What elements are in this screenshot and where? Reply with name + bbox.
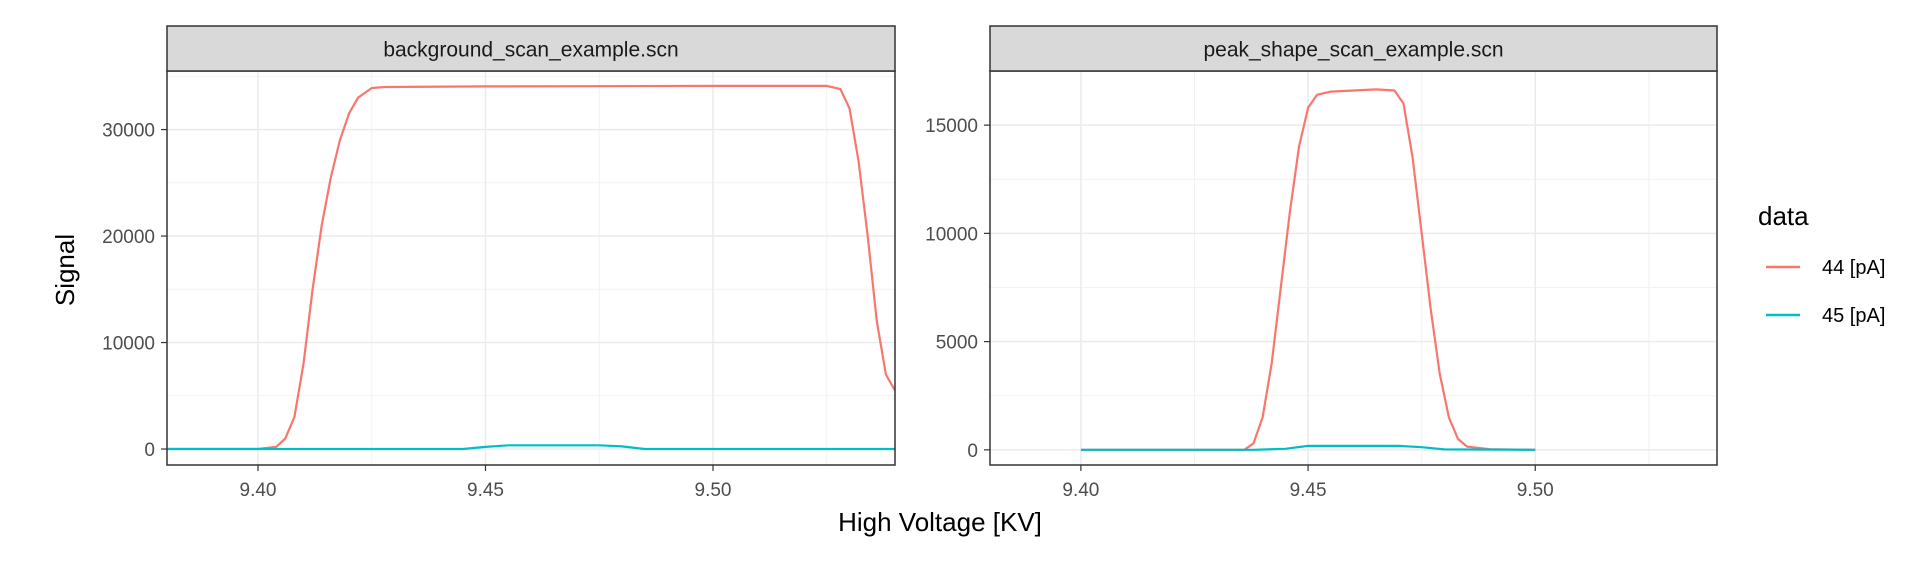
plot-area — [167, 71, 895, 465]
x-tick-label: 9.50 — [695, 480, 732, 501]
y-tick-label: 0 — [967, 441, 978, 462]
y-axis-title: Signal — [50, 234, 80, 306]
x-tick-label: 9.50 — [1517, 480, 1554, 501]
panel-2: 9.40 9.45 9.50 0 5000 10000 15000 peak_shape_sc… — [925, 25, 1718, 501]
facet-strip-title: background_scan_example.scn — [383, 39, 678, 62]
legend: data 44 [pA] 45 [pA] — [1758, 201, 1885, 327]
facet-strip — [166, 25, 896, 72]
series-line-44 — [167, 84, 895, 451]
facet-strip-title: peak_shape_scan_example.scn — [1203, 39, 1503, 62]
x-tick-label: 9.45 — [1290, 480, 1327, 501]
legend-label-45: 45 [pA] — [1822, 305, 1885, 327]
y-tick-label: 10000 — [925, 224, 978, 245]
y-tick-label: 20000 — [102, 227, 155, 248]
x-tick-label: 9.40 — [1062, 480, 1099, 501]
plot-area — [990, 71, 1717, 465]
x-tick-label: 9.40 — [240, 480, 277, 501]
y-tick-label: 30000 — [102, 121, 155, 142]
x-tick-label: 9.45 — [467, 480, 504, 501]
legend-title: data — [1758, 201, 1809, 231]
x-axis-title: High Voltage [KV] — [838, 507, 1042, 537]
facet-strip — [989, 25, 1718, 72]
y-tick-label: 0 — [144, 440, 155, 461]
panel-1: 9.40 9.45 9.50 0 10000 20000 30000 background_s… — [102, 25, 896, 501]
y-tick-label: 10000 — [102, 334, 155, 355]
y-tick-label: 15000 — [925, 116, 978, 137]
series-line-44 — [1080, 88, 1536, 451]
y-tick-label: 5000 — [936, 333, 978, 354]
legend-label-44: 44 [pA] — [1822, 257, 1885, 279]
series-line-45 — [1080, 444, 1536, 451]
series-line-45 — [167, 444, 895, 451]
